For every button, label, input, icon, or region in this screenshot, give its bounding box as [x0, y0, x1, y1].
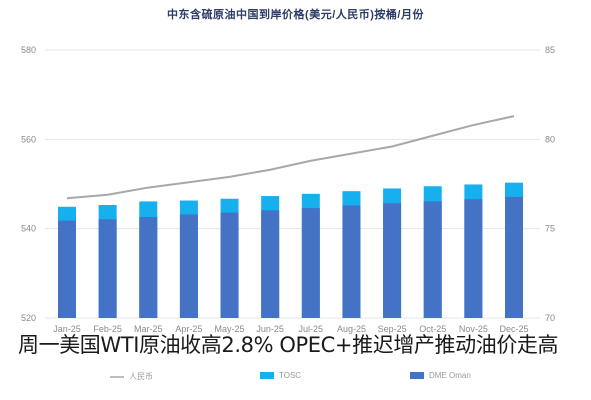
x-tick-label: May-25: [215, 324, 245, 334]
bar-dme-oman: [98, 219, 117, 318]
x-tick-label: Oct-25: [419, 324, 446, 334]
x-tick-label: Nov-25: [459, 324, 488, 334]
legend-line-swatch: [110, 375, 124, 378]
x-tick-label: Dec-25: [499, 324, 528, 334]
news-caption: 周一美国WTI原油收高2.8% OPEC+推迟增产推动油价走高: [18, 333, 559, 357]
legend-swatch: [260, 372, 274, 379]
bar-dme-oman: [464, 199, 483, 318]
bar-dme-oman: [383, 203, 402, 318]
bar-dme-oman: [342, 205, 361, 318]
legend-item-dme-oman: DME Oman: [410, 371, 471, 380]
bars: [58, 182, 523, 318]
chart-title: 中东含硫原油中国到岸价格(美元/人民币)按桶/月份: [167, 9, 424, 21]
bar-dme-oman: [139, 217, 158, 318]
legend-item-rmb: 人民币: [110, 371, 153, 382]
y-left-tick-label: 540: [21, 224, 36, 234]
bar-dme-oman: [220, 212, 239, 318]
legend-label: DME Oman: [429, 371, 471, 380]
x-tick-label: Mar-25: [134, 324, 163, 334]
x-tick-label: Sep-25: [378, 324, 407, 334]
legend-swatch: [410, 372, 424, 379]
y-right-tick-label: 85: [545, 45, 555, 55]
line-rmb: [66, 115, 515, 200]
bar-dme-oman: [261, 210, 280, 318]
y-right-tick-label: 80: [545, 134, 555, 144]
bar-dme-oman: [505, 196, 523, 318]
x-tick-label: Feb-25: [93, 324, 122, 334]
x-tick-label: Jul-25: [299, 324, 324, 334]
x-tick-label: Jun-25: [256, 324, 284, 334]
legend-item-tosc: TOSC: [260, 371, 301, 380]
bar-dme-oman: [423, 201, 442, 318]
legend-label: TOSC: [279, 371, 302, 380]
axis-ticks: 520 70 540 75 560 80 580 85 Jan-25 Feb-25 Mar-25 Ap…: [21, 45, 555, 334]
legend: 人民币 TOSC DME Oman: [110, 371, 490, 387]
y-left-tick-label: 580: [21, 45, 36, 55]
bar-dme-oman: [301, 208, 320, 318]
x-tick-label: Aug-25: [337, 324, 366, 334]
y-right-tick-label: 75: [545, 224, 555, 234]
legend-label: 人民币: [129, 372, 153, 381]
y-left-tick-label: 560: [21, 134, 36, 144]
line-series: [66, 115, 515, 200]
y-right-tick-label: 70: [545, 313, 555, 323]
bar-dme-oman: [58, 220, 76, 318]
x-tick-label: Apr-25: [175, 324, 202, 334]
gridlines: [45, 49, 540, 319]
y-left-tick-label: 520: [21, 313, 36, 323]
x-tick-label: Jan-25: [53, 324, 81, 334]
bar-dme-oman: [179, 214, 198, 318]
